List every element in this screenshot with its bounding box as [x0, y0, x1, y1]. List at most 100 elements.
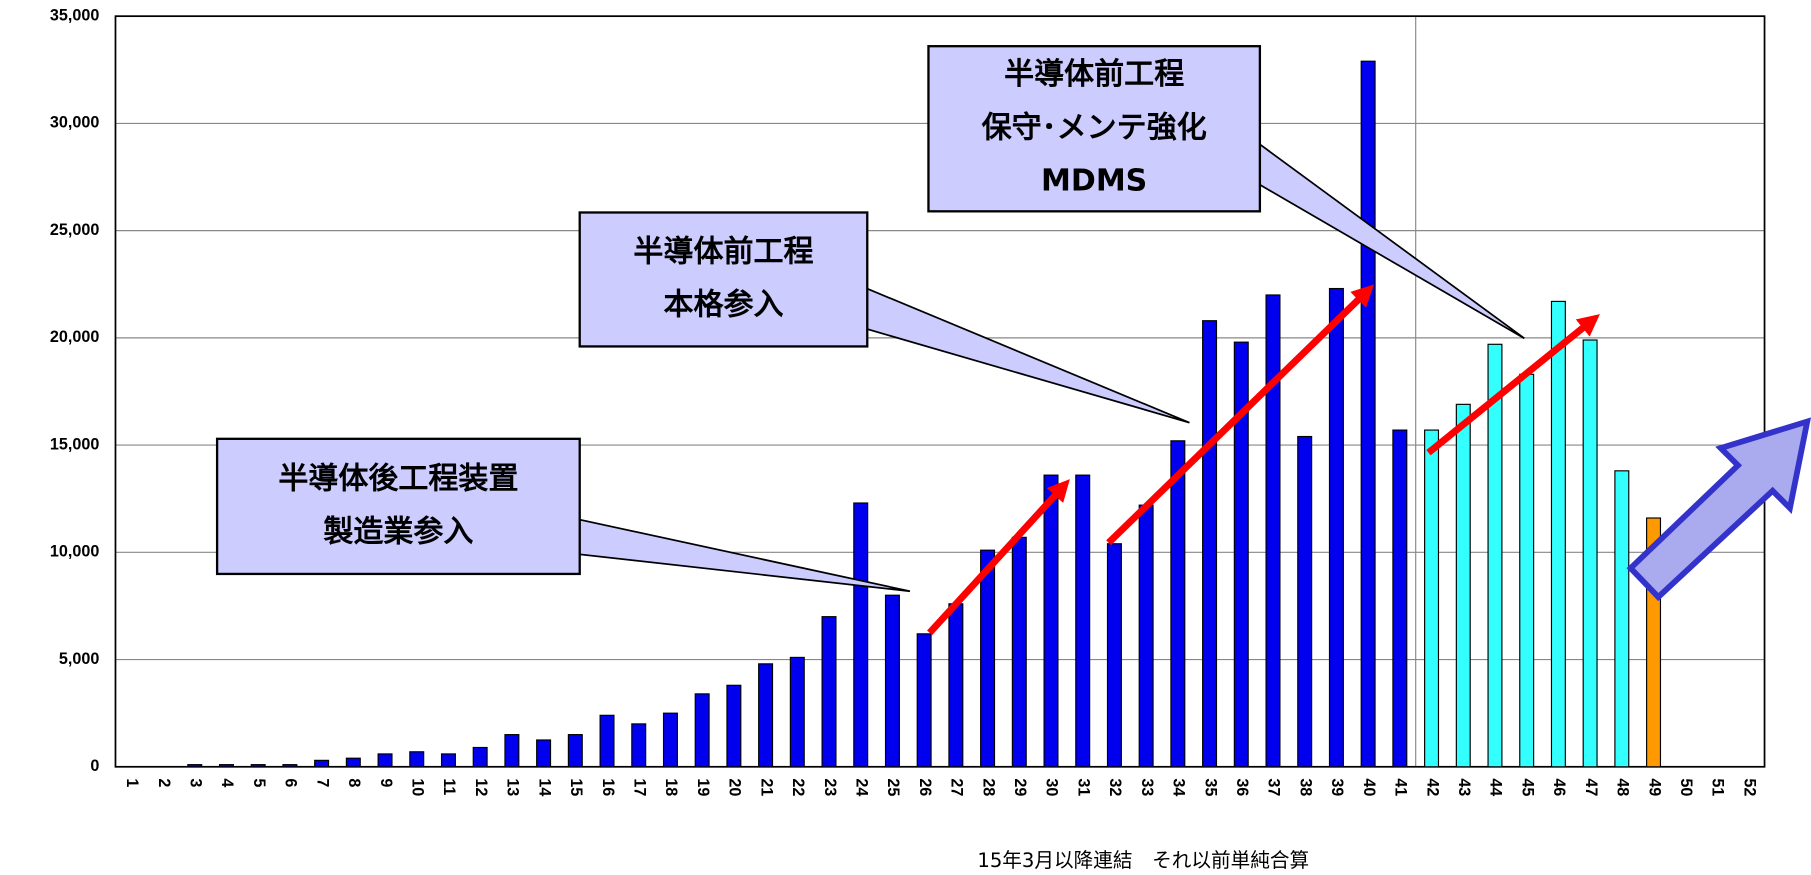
x-tick-label: 49: [1645, 778, 1663, 796]
bar: [1202, 320, 1218, 768]
trend-arrow: [927, 479, 1070, 636]
x-tick-label: 48: [1614, 778, 1632, 796]
bar: [662, 712, 678, 768]
x-tick-label: 12: [472, 778, 490, 796]
x-tick-label: 28: [979, 778, 997, 796]
callout-tail: [1259, 142, 1525, 340]
x-tick-label: 40: [1360, 778, 1378, 796]
x-tick-label: 31: [1074, 778, 1092, 796]
y-tick-label: 5,000: [59, 650, 99, 668]
bar: [440, 753, 456, 768]
x-tick-label: 18: [662, 778, 680, 796]
x-tick-label: 24: [852, 778, 870, 796]
y-tick-label: 0: [90, 757, 99, 775]
x-tick-label: 52: [1740, 778, 1758, 796]
bar: [1265, 294, 1281, 768]
callout-box: [927, 45, 1262, 213]
x-tick-label: 39: [1328, 778, 1346, 796]
x-tick-label: 19: [694, 778, 712, 796]
x-tick-label: 9: [377, 778, 395, 787]
callout-text: 半導体前工程: [1004, 57, 1184, 92]
bar: [1138, 504, 1154, 768]
x-tick-label: 43: [1455, 778, 1473, 796]
bar: [758, 663, 774, 768]
callout-text: MDMS: [1041, 163, 1147, 198]
x-tick-label: 6: [282, 778, 300, 787]
bar: [409, 751, 425, 768]
x-tick-label: 1: [123, 778, 141, 787]
footnote: 15年3月以降連結 それ以前単純合算: [977, 849, 1309, 872]
callout-box: [578, 211, 869, 348]
y-tick-label: 30,000: [50, 114, 99, 132]
bar: [694, 693, 710, 768]
x-tick-label: 16: [599, 778, 617, 796]
bar: [916, 633, 932, 768]
x-tick-label: 50: [1677, 778, 1695, 796]
callout-box: [215, 437, 581, 576]
bar: [821, 616, 837, 768]
bar: [187, 764, 203, 768]
x-tick-label: 51: [1709, 778, 1727, 796]
bar: [853, 502, 869, 768]
callout-text: 本格参入: [663, 288, 783, 323]
bar: [1519, 373, 1535, 768]
bar: [1170, 440, 1186, 768]
x-tick-label: 7: [313, 778, 331, 787]
x-tick-label: 23: [821, 778, 839, 796]
bar: [789, 656, 805, 768]
bar: [726, 684, 742, 768]
bar: [1233, 341, 1249, 768]
x-tick-label: 8: [345, 778, 363, 787]
x-tick-label: 5: [250, 778, 268, 787]
x-tick-label: 44: [1487, 778, 1505, 796]
trend-arrow: [1106, 284, 1375, 546]
bar: [1328, 287, 1344, 768]
bar: [980, 549, 996, 768]
bar: [1550, 300, 1566, 768]
bar: [314, 759, 330, 768]
x-tick-label: 41: [1392, 778, 1410, 796]
x-tick-label: 13: [504, 778, 522, 796]
bar: [218, 764, 234, 768]
x-tick-label: 32: [1106, 778, 1124, 796]
bar: [1614, 470, 1630, 768]
x-tick-label: 26: [916, 778, 934, 796]
bar: [1424, 429, 1440, 768]
bar: [250, 764, 266, 768]
bar: [345, 757, 361, 768]
bar: [884, 594, 900, 768]
bar: [1043, 474, 1059, 768]
x-tick-label: 30: [1043, 778, 1061, 796]
x-tick-label: 14: [535, 778, 553, 796]
bar: [1582, 339, 1598, 768]
x-tick-label: 10: [408, 778, 426, 796]
y-tick-label: 20,000: [50, 328, 99, 346]
x-tick-label: 3: [186, 778, 204, 787]
bar: [1011, 536, 1027, 768]
bar: [567, 734, 583, 768]
callout-text: 半導体前工程: [633, 234, 813, 269]
bar: [282, 764, 298, 768]
y-tick-label: 25,000: [50, 221, 99, 239]
bar: [1392, 429, 1408, 768]
bar: [1106, 543, 1122, 768]
y-tick-label: 15,000: [50, 435, 99, 453]
callout-text: 半導体後工程装置: [278, 461, 518, 496]
y-tick-label: 10,000: [50, 543, 99, 561]
x-tick-label: 11: [440, 778, 458, 795]
bar: [472, 746, 488, 768]
x-tick-label: 17: [630, 778, 648, 796]
plot-frame: [114, 15, 1766, 768]
bar: [1297, 435, 1313, 768]
x-tick-label: 47: [1582, 778, 1600, 796]
plot-root: 0 5,000 10,000 15,000 20,000 25,000 30,000 35,0…: [50, 6, 1811, 872]
bar: [536, 739, 552, 768]
x-tick-label: 45: [1518, 778, 1536, 796]
bar: [377, 753, 393, 768]
bar: [1487, 343, 1503, 768]
x-tick-label: 2: [155, 778, 173, 787]
x-tick-label: 37: [1265, 778, 1283, 796]
bar: [948, 603, 964, 768]
